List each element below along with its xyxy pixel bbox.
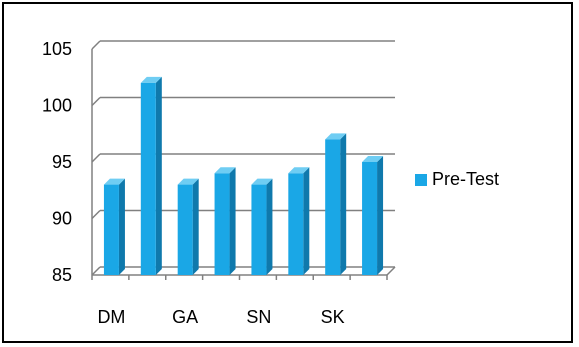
bar-top <box>362 156 384 162</box>
bar-front <box>362 162 378 275</box>
gridlines <box>91 40 395 276</box>
bar-top <box>214 167 236 174</box>
bar-side <box>192 178 199 275</box>
bar-top <box>325 133 347 140</box>
legend-label-pre-test: Pre-Test <box>432 169 499 189</box>
bar-side <box>155 76 162 276</box>
x-tick-label: SN <box>246 307 271 327</box>
floor-edge <box>386 266 396 276</box>
bar-front <box>288 173 304 275</box>
bar-front <box>325 139 341 275</box>
bar-top <box>288 167 310 174</box>
bar <box>362 156 384 275</box>
bar <box>214 167 236 275</box>
bar-front <box>214 173 230 275</box>
y-tick-labels: 85 90 95 100 105 <box>42 39 72 285</box>
bar-top <box>251 178 273 185</box>
gridline-edge <box>91 266 101 276</box>
bar-side <box>303 167 310 275</box>
bar <box>140 76 162 276</box>
axes <box>91 49 396 280</box>
y-tick-label: 85 <box>52 265 72 285</box>
legend-swatch-pre-test <box>415 174 427 186</box>
bars <box>103 76 384 276</box>
bar <box>177 178 199 275</box>
x-tick-labels: DM GA SN SK <box>97 307 344 327</box>
y-tick-label: 100 <box>42 96 72 116</box>
x-tick-label: GA <box>172 307 198 327</box>
bar-front <box>251 184 267 275</box>
bar-side <box>377 156 384 275</box>
bar-top <box>177 178 199 185</box>
bar <box>103 178 125 275</box>
bar-front <box>177 184 193 275</box>
bar-side <box>118 178 125 275</box>
x-tick-label: SK <box>321 307 345 327</box>
bar-front <box>140 82 156 276</box>
y-tick-label: 105 <box>42 39 72 59</box>
chart-frame <box>2 2 573 343</box>
bar <box>325 133 347 275</box>
bar-top <box>103 178 125 185</box>
bar-side <box>340 133 347 275</box>
bar-top <box>140 76 162 83</box>
gridline-edge <box>91 153 101 163</box>
legend: Pre-Test <box>415 169 499 189</box>
gridline-edge <box>91 40 101 50</box>
bar-side <box>229 167 236 275</box>
bar <box>251 178 273 275</box>
bar-side <box>266 178 273 275</box>
gridline-edge <box>91 96 101 107</box>
gridline-edge <box>91 209 101 220</box>
bar-front <box>103 184 119 275</box>
y-tick-label: 95 <box>52 152 72 172</box>
y-tick-label: 90 <box>52 209 72 229</box>
bar <box>288 167 310 275</box>
x-tick-label: DM <box>97 307 125 327</box>
